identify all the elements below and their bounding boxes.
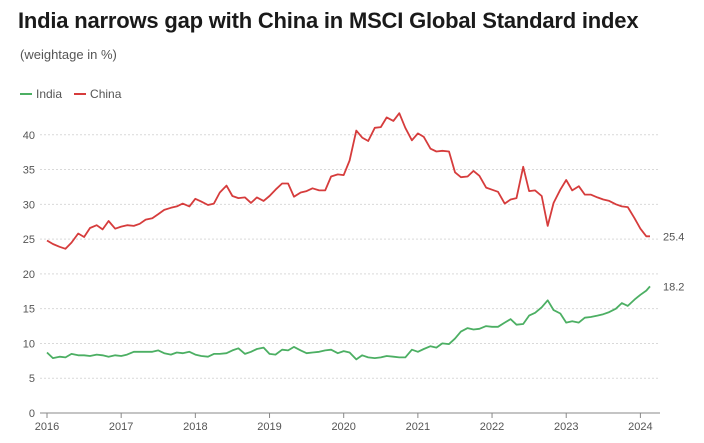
end-label-india: 18.2 [663,281,684,293]
x-tick-label-2017: 2017 [109,421,133,433]
y-tick-label-0: 0 [29,408,35,420]
y-tick-label-35: 35 [23,165,35,177]
legend-item-india: India [20,87,62,101]
y-tick-label-15: 15 [23,304,35,316]
x-tick-label-2024: 2024 [628,421,652,433]
y-tick-label-30: 30 [23,199,35,211]
chart-subtitle: (weightage in %) [20,47,117,62]
y-tick-label-5: 5 [29,373,35,385]
x-tick-label-2020: 2020 [331,421,355,433]
legend-label-india: India [36,87,63,101]
x-tick-label-2023: 2023 [554,421,578,433]
y-tick-label-20: 20 [23,269,35,281]
y-tick-label-40: 40 [23,130,35,142]
x-tick-label-2021: 2021 [406,421,430,433]
y-tick-label-10: 10 [23,338,35,350]
x-tick-label-2016: 2016 [35,421,59,433]
x-tick-label-2019: 2019 [257,421,281,433]
chart-title: India narrows gap with China in MSCI Glo… [18,8,639,33]
x-tick-label-2022: 2022 [480,421,504,433]
legend-swatch-china [74,93,87,95]
end-label-china: 25.4 [663,231,684,243]
y-tick-label-25: 25 [23,234,35,246]
legend: India China [20,87,121,101]
series-line-india [46,285,651,361]
x-tick-label-2018: 2018 [183,421,207,433]
series-line-china [46,112,650,250]
legend-item-china: China [74,87,121,101]
legend-label-china: China [90,87,122,101]
legend-swatch-india [20,93,32,95]
